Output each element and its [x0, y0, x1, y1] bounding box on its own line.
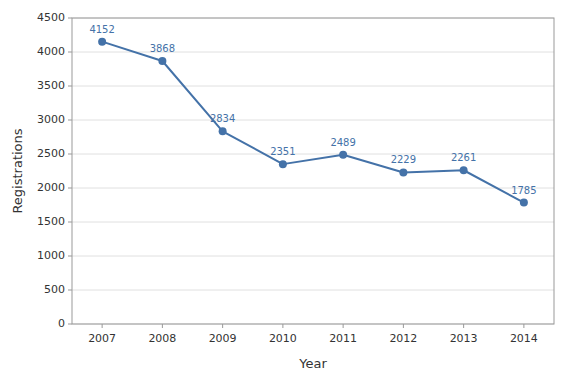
- x-tick-label: 2010: [269, 332, 297, 345]
- data-label: 1785: [511, 185, 536, 196]
- y-tick: [68, 120, 72, 121]
- data-label: 2229: [391, 154, 416, 165]
- y-tick: [68, 290, 72, 291]
- x-tick: [162, 324, 163, 328]
- y-tick-label: 1000: [37, 249, 65, 262]
- x-tick: [222, 324, 223, 328]
- y-tick-label: 3500: [37, 79, 65, 92]
- marker: [158, 57, 166, 65]
- y-tick-label: 2500: [37, 147, 65, 160]
- y-tick: [68, 18, 72, 19]
- marker: [339, 151, 347, 159]
- line: [102, 42, 524, 203]
- grid-line: [72, 188, 554, 189]
- x-tick-label: 2007: [88, 332, 116, 345]
- data-label: 2261: [451, 152, 476, 163]
- y-tick-label: 500: [44, 283, 65, 296]
- marker: [460, 166, 468, 174]
- y-tick: [68, 324, 72, 325]
- x-tick-label: 2011: [329, 332, 357, 345]
- data-group: [98, 38, 528, 207]
- data-label: 2351: [270, 146, 295, 157]
- x-tick: [282, 324, 283, 328]
- plot-frame: [72, 18, 554, 324]
- marker: [219, 127, 227, 135]
- x-tick-label: 2008: [148, 332, 176, 345]
- y-tick: [68, 188, 72, 189]
- x-tick: [102, 324, 103, 328]
- marker: [399, 168, 407, 176]
- y-axis-label: Registrations: [10, 128, 25, 213]
- x-tick: [403, 324, 404, 328]
- x-tick: [463, 324, 464, 328]
- grid-line: [72, 222, 554, 223]
- grid-line: [72, 52, 554, 53]
- marker: [279, 160, 287, 168]
- grid-line: [72, 86, 554, 87]
- axes: 0 500 1000 1500 2000 2500 3000 3500 4000 4500 2007…: [37, 11, 554, 345]
- data-labels: 4152 3868 2834 2351 2489 2229 2261 1785: [89, 24, 536, 196]
- x-tick-label: 2014: [510, 332, 538, 345]
- x-tick-label: 2009: [209, 332, 237, 345]
- y-tick: [68, 52, 72, 53]
- marker: [520, 199, 528, 207]
- y-tick-label: 3000: [37, 113, 65, 126]
- x-tick-label: 2013: [450, 332, 478, 345]
- grid-line: [72, 154, 554, 155]
- y-tick-label: 4000: [37, 45, 65, 58]
- data-label: 4152: [89, 24, 114, 35]
- y-tick: [68, 154, 72, 155]
- grid-line: [72, 290, 554, 291]
- chart-container: 0 500 1000 1500 2000 2500 3000 3500 4000 4500 2007…: [0, 0, 570, 380]
- y-tick-label: 1500: [37, 215, 65, 228]
- x-axis-label: Year: [298, 356, 327, 371]
- data-label: 2489: [330, 137, 355, 148]
- data-label: 3868: [150, 43, 175, 54]
- y-tick-label: 2000: [37, 181, 65, 194]
- grid: [72, 18, 554, 324]
- x-tick: [343, 324, 344, 328]
- grid-line: [72, 120, 554, 121]
- data-label: 2834: [210, 113, 235, 124]
- grid-line: [72, 256, 554, 257]
- y-tick: [68, 256, 72, 257]
- y-tick-label: 4500: [37, 11, 65, 24]
- y-tick: [68, 86, 72, 87]
- marker: [98, 38, 106, 46]
- y-tick-label: 0: [58, 317, 65, 330]
- chart-svg: 0 500 1000 1500 2000 2500 3000 3500 4000 4500 2007…: [0, 0, 570, 380]
- x-tick: [523, 324, 524, 328]
- x-tick-label: 2012: [389, 332, 417, 345]
- y-tick: [68, 222, 72, 223]
